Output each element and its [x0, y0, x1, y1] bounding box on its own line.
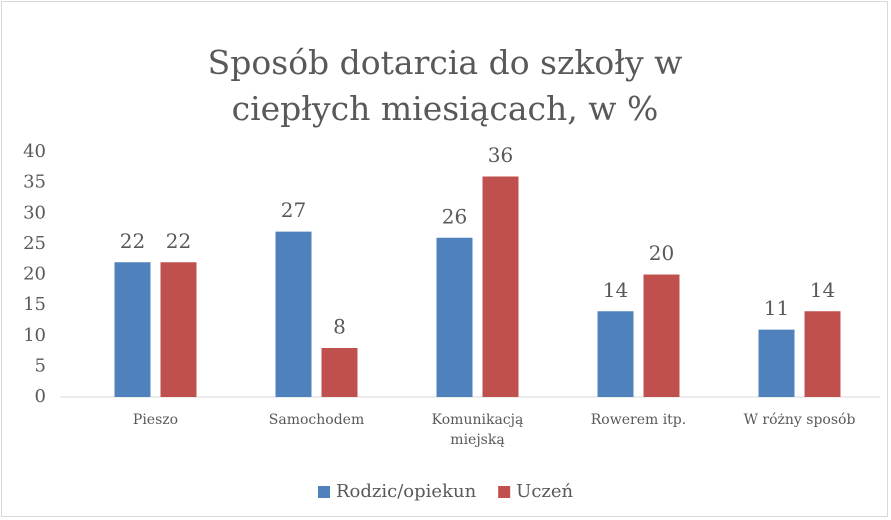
value-label: 14: [603, 278, 628, 302]
legend-swatch: [318, 486, 330, 498]
value-label: 20: [649, 241, 674, 265]
y-tick-label: 20: [23, 264, 46, 285]
value-label: 14: [810, 278, 835, 302]
bar: [160, 262, 197, 397]
value-label: 22: [166, 229, 191, 253]
x-tick-label: Pieszo: [132, 412, 179, 428]
value-label: 22: [120, 229, 145, 253]
bar: [804, 311, 841, 397]
bar: [643, 274, 680, 397]
x-tick-label: Komunikacją miejską: [431, 412, 524, 448]
bar: [436, 237, 473, 397]
y-tick-label: 10: [23, 325, 46, 346]
bar: [482, 176, 519, 397]
y-tick-label: 5: [35, 355, 46, 376]
value-label: 27: [281, 198, 306, 222]
x-tick-label: Rowerem itp.: [590, 412, 687, 428]
bar: [321, 348, 358, 397]
value-label: 36: [488, 143, 513, 167]
legend-label: Rodzic/opiekun: [336, 481, 477, 502]
y-tick-label: 15: [23, 294, 46, 315]
value-label: 11: [764, 296, 789, 320]
bar: [597, 311, 634, 397]
chart-title: Sposób dotarcia do szkoły w ciepłych mie…: [207, 43, 683, 128]
value-label: 8: [333, 315, 346, 339]
y-tick-label: 35: [23, 172, 46, 193]
legend-swatch: [498, 486, 511, 498]
bar: [758, 329, 795, 397]
y-tick-label: 30: [23, 202, 46, 223]
x-tick-label: Samochodem: [268, 412, 365, 428]
legend-label: Uczeń: [516, 481, 573, 502]
x-tick-label: W różny sposób: [743, 412, 856, 428]
value-label: 26: [442, 204, 467, 228]
bar: [275, 231, 312, 397]
bar: [114, 262, 151, 397]
y-tick-label: 25: [23, 233, 46, 254]
y-tick-label: 40: [23, 141, 46, 162]
y-tick-label: 0: [35, 386, 46, 407]
